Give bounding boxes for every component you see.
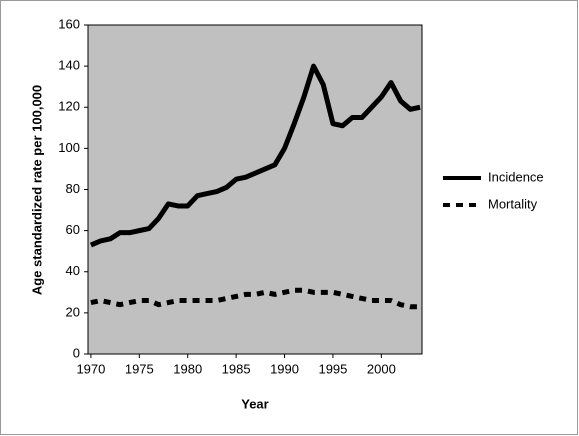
plot-area [87,24,423,355]
y-tick-label: 0 [73,345,80,360]
x-tick-label: 1995 [318,361,347,376]
x-tick-label: 1980 [173,361,202,376]
legend-label: Incidence [488,169,544,184]
y-tick-label: 100 [58,140,80,155]
legend-label: Mortality [488,196,538,211]
y-tick-label: 120 [58,99,80,114]
line-series [89,63,421,248]
x-tick-label: 1990 [270,361,299,376]
y-tick-label: 140 [58,58,80,73]
y-tick-label: 160 [58,16,80,31]
y-axis-title: Age standardized rate per 100,000 [29,85,44,295]
y-tick-label: 80 [66,181,80,196]
x-tick-label: 1985 [222,361,251,376]
y-tick-label: 40 [66,263,80,278]
x-axis-title: Year [241,396,268,411]
line-series [90,287,421,310]
x-tick-label: 2000 [367,361,396,376]
y-tick-label: 60 [66,222,80,237]
x-tick-label: 1970 [76,361,105,376]
x-tick-label: 1975 [125,361,154,376]
y-tick-label: 20 [66,304,80,319]
